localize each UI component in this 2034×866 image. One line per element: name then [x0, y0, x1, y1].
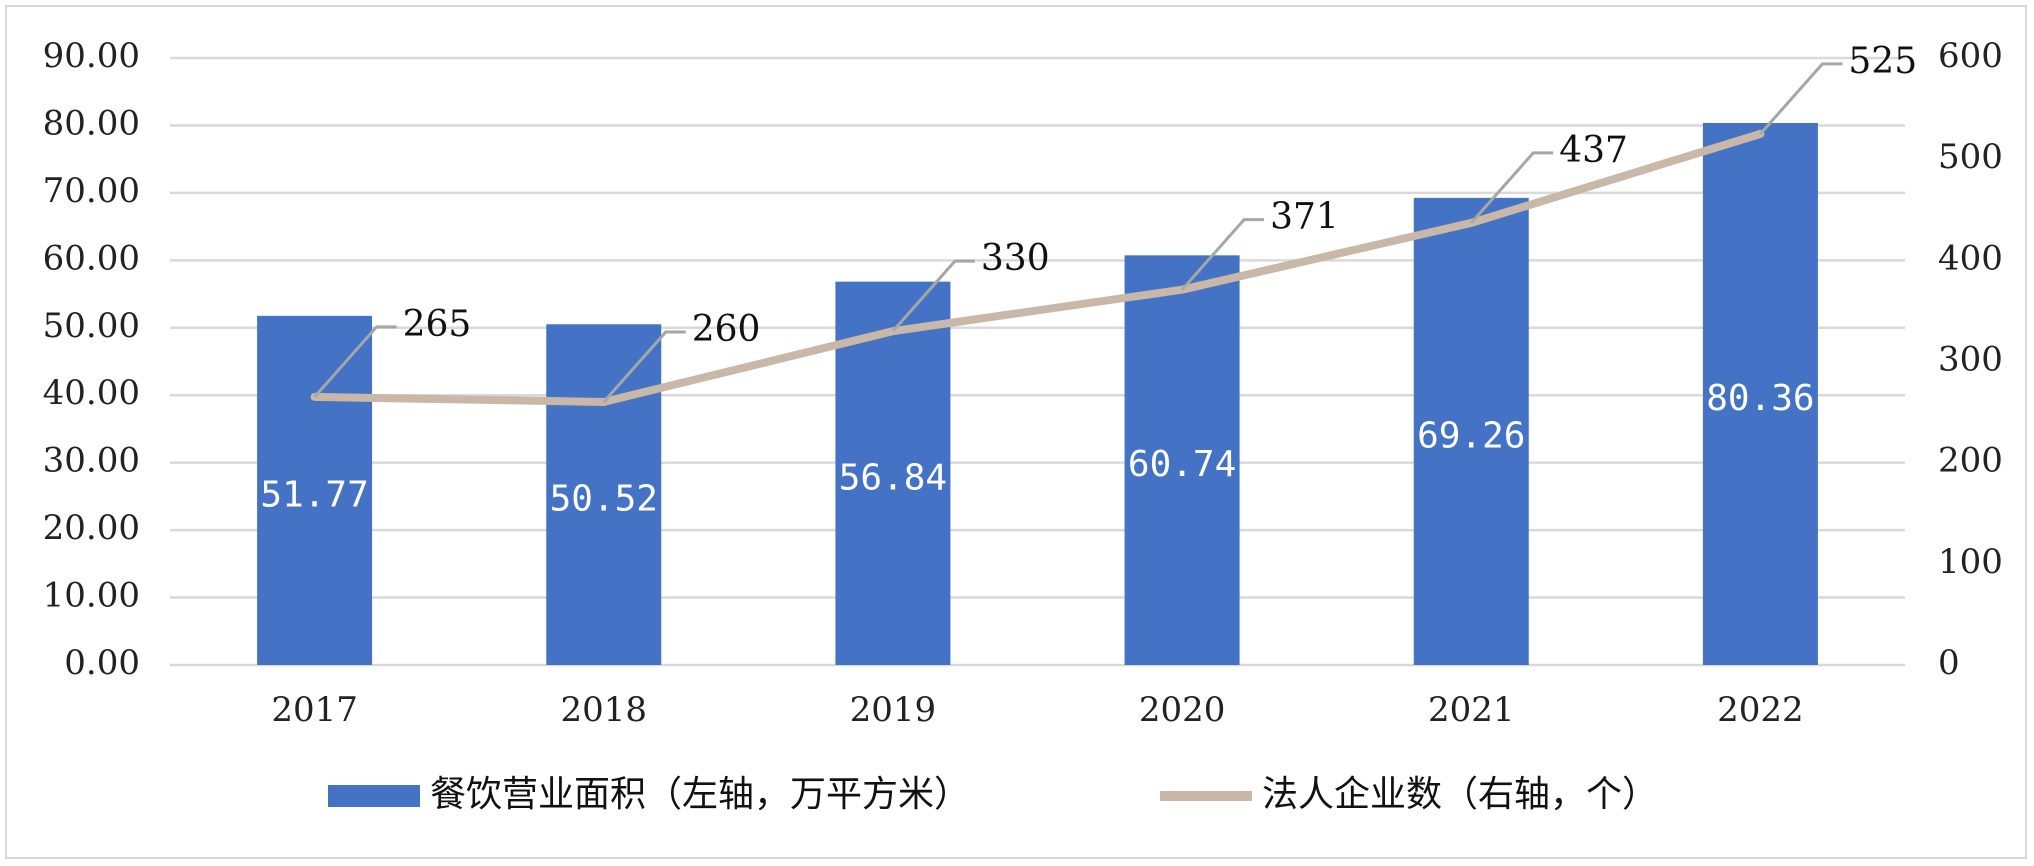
bar: [257, 315, 373, 665]
x-tick-label: 2018: [560, 690, 647, 730]
bar: [1124, 255, 1240, 665]
legend-line-label: 法人企业数（右轴，个）: [1262, 774, 1658, 815]
bar-value-label: 60.74: [1128, 444, 1236, 485]
x-tick-label: 2017: [271, 690, 358, 730]
axes: 0.00 10.00 20.00 30.00 40.00 50.00 60.00 70.00 8…: [43, 36, 2003, 730]
bar-value-label: 80.36: [1706, 378, 1814, 419]
legend-bar-swatch: [328, 785, 420, 807]
y-left-tick-label: 30.00: [43, 441, 140, 481]
y-left-tick-label: 70.00: [43, 171, 140, 211]
x-tick-label: 2020: [1139, 690, 1226, 730]
line-value-label: 265: [403, 304, 472, 345]
leader-line: [1180, 218, 1265, 291]
bar-series: 51.77 50.52 56.84 60.74 69.26 80.36: [257, 123, 1818, 666]
bar: [1413, 197, 1529, 666]
gridlines: [170, 56, 1905, 667]
legend-bar-label: 餐饮营业面积（左轴，万平方米）: [430, 774, 970, 815]
y-left-tick-label: 50.00: [43, 306, 140, 346]
leader-line: [1759, 62, 1843, 135]
bar: [1702, 123, 1818, 666]
bar-value-label: 50.52: [550, 479, 658, 520]
bar-value-label: 51.77: [260, 474, 368, 515]
y-right-tick-label: 500: [1938, 137, 2003, 177]
x-tick-label: 2019: [850, 690, 937, 730]
leader-line: [1470, 151, 1554, 224]
line-value-label: 525: [1848, 41, 1917, 82]
leader-line: [313, 325, 397, 398]
line-value-label: 330: [981, 238, 1050, 279]
leader-line: [602, 330, 686, 403]
bar-value-label: 56.84: [839, 457, 947, 498]
line-series: 265 260 330 371 437 525: [310, 41, 1917, 406]
bar: [835, 281, 951, 665]
x-tick-label: 2022: [1717, 690, 1804, 730]
bar: [546, 324, 662, 665]
line-path: [310, 129, 1765, 406]
y-right-tick-label: 600: [1938, 36, 2003, 76]
y-left-tick-label: 80.00: [43, 103, 140, 143]
y-left-tick-label: 10.00: [43, 576, 140, 616]
line-value-label: 371: [1270, 197, 1339, 238]
y-right-tick-label: 100: [1938, 542, 2003, 582]
y-right-tick-label: 400: [1938, 238, 2003, 278]
line-value-label: 437: [1559, 130, 1628, 171]
bar-value-label: 69.26: [1417, 415, 1525, 456]
y-left-tick-label: 90.00: [43, 36, 140, 76]
y-left-tick-label: 20.00: [43, 508, 140, 548]
y-right-tick-label: 200: [1938, 441, 2003, 481]
legend: 餐饮营业面积（左轴，万平方米） 法人企业数（右轴，个）: [328, 774, 1658, 815]
leader-line: [891, 259, 975, 333]
y-right-tick-label: 0: [1938, 643, 1960, 683]
y-left-tick-label: 40.00: [43, 373, 140, 413]
y-left-tick-label: 0.00: [64, 643, 140, 683]
line-value-label: 260: [692, 309, 761, 350]
y-right-tick-label: 300: [1938, 340, 2003, 380]
y-left-tick-label: 60.00: [43, 238, 140, 278]
x-tick-label: 2021: [1428, 690, 1515, 730]
